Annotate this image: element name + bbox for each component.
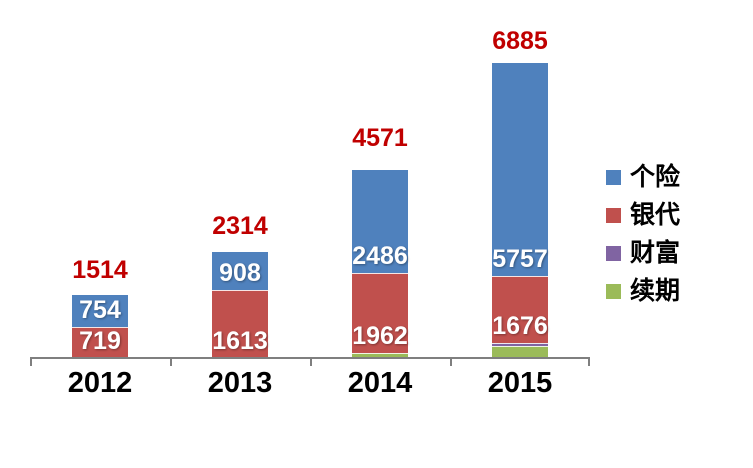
x-axis-tick (588, 357, 590, 366)
total-label-2015: 6885 (492, 27, 548, 55)
legend: 个险 银代 财富 续期 (606, 162, 680, 314)
x-axis-label-2015: 2015 (487, 367, 553, 399)
segment-value-label: 2486 (352, 242, 408, 270)
bar-segment-yindai[interactable]: 1613 (212, 290, 268, 358)
bar-2012[interactable]: 754 719 (72, 295, 128, 358)
legend-item-yindai[interactable]: 银代 (606, 200, 680, 230)
bar-segment-yindai[interactable]: 1676 (492, 276, 548, 343)
segment-value-label: 908 (219, 259, 261, 287)
total-label-2013: 2314 (212, 212, 268, 240)
bar-segment-xuqi[interactable] (492, 346, 548, 358)
segment-value-label: 754 (79, 296, 121, 324)
legend-swatch-purple (606, 246, 621, 261)
legend-item-caifu[interactable]: 财富 (606, 238, 680, 268)
bar-segment-gexian[interactable]: 754 (72, 295, 128, 327)
bar-segment-yindai[interactable]: 1962 (352, 273, 408, 353)
bar-segment-gexian[interactable]: 2486 (352, 170, 408, 273)
x-axis-tick (310, 357, 312, 366)
legend-item-gexian[interactable]: 个险 (606, 162, 680, 192)
bar-segment-gexian[interactable]: 5757 (492, 63, 548, 276)
total-label-2014: 4571 (352, 124, 408, 152)
segment-value-label: 1962 (352, 322, 408, 350)
segment-value-label: 1613 (212, 327, 268, 355)
x-axis-line (30, 357, 589, 359)
legend-swatch-green (606, 284, 621, 299)
segment-value-label: 1676 (492, 312, 548, 340)
x-axis-label-2014: 2014 (347, 367, 413, 399)
bar-segment-caifu[interactable] (492, 343, 548, 346)
bar-2015[interactable]: 5757 1676 (492, 63, 548, 358)
x-axis-label-2013: 2013 (207, 367, 273, 399)
bar-2014[interactable]: 2486 1962 (352, 170, 408, 358)
bar-segment-gexian[interactable]: 908 (212, 252, 268, 290)
segment-value-label: 719 (79, 327, 121, 355)
bar-2013[interactable]: 908 1613 (212, 252, 268, 358)
legend-label: 财富 (630, 239, 681, 267)
x-axis-tick (30, 357, 32, 366)
bar-segment-yindai[interactable]: 719 (72, 327, 128, 358)
legend-item-xuqi[interactable]: 续期 (606, 276, 680, 306)
bar-segment-xuqi[interactable] (352, 353, 408, 358)
segment-value-label: 5757 (492, 245, 548, 273)
legend-swatch-red (606, 208, 621, 223)
legend-swatch-blue (606, 170, 621, 185)
legend-label: 银代 (630, 201, 681, 229)
legend-label: 个险 (630, 163, 681, 191)
x-axis-label-2012: 2012 (67, 367, 133, 399)
legend-label: 续期 (630, 277, 681, 305)
x-axis-tick (450, 357, 452, 366)
total-label-2012: 1514 (72, 256, 128, 284)
x-axis-tick (170, 357, 172, 366)
